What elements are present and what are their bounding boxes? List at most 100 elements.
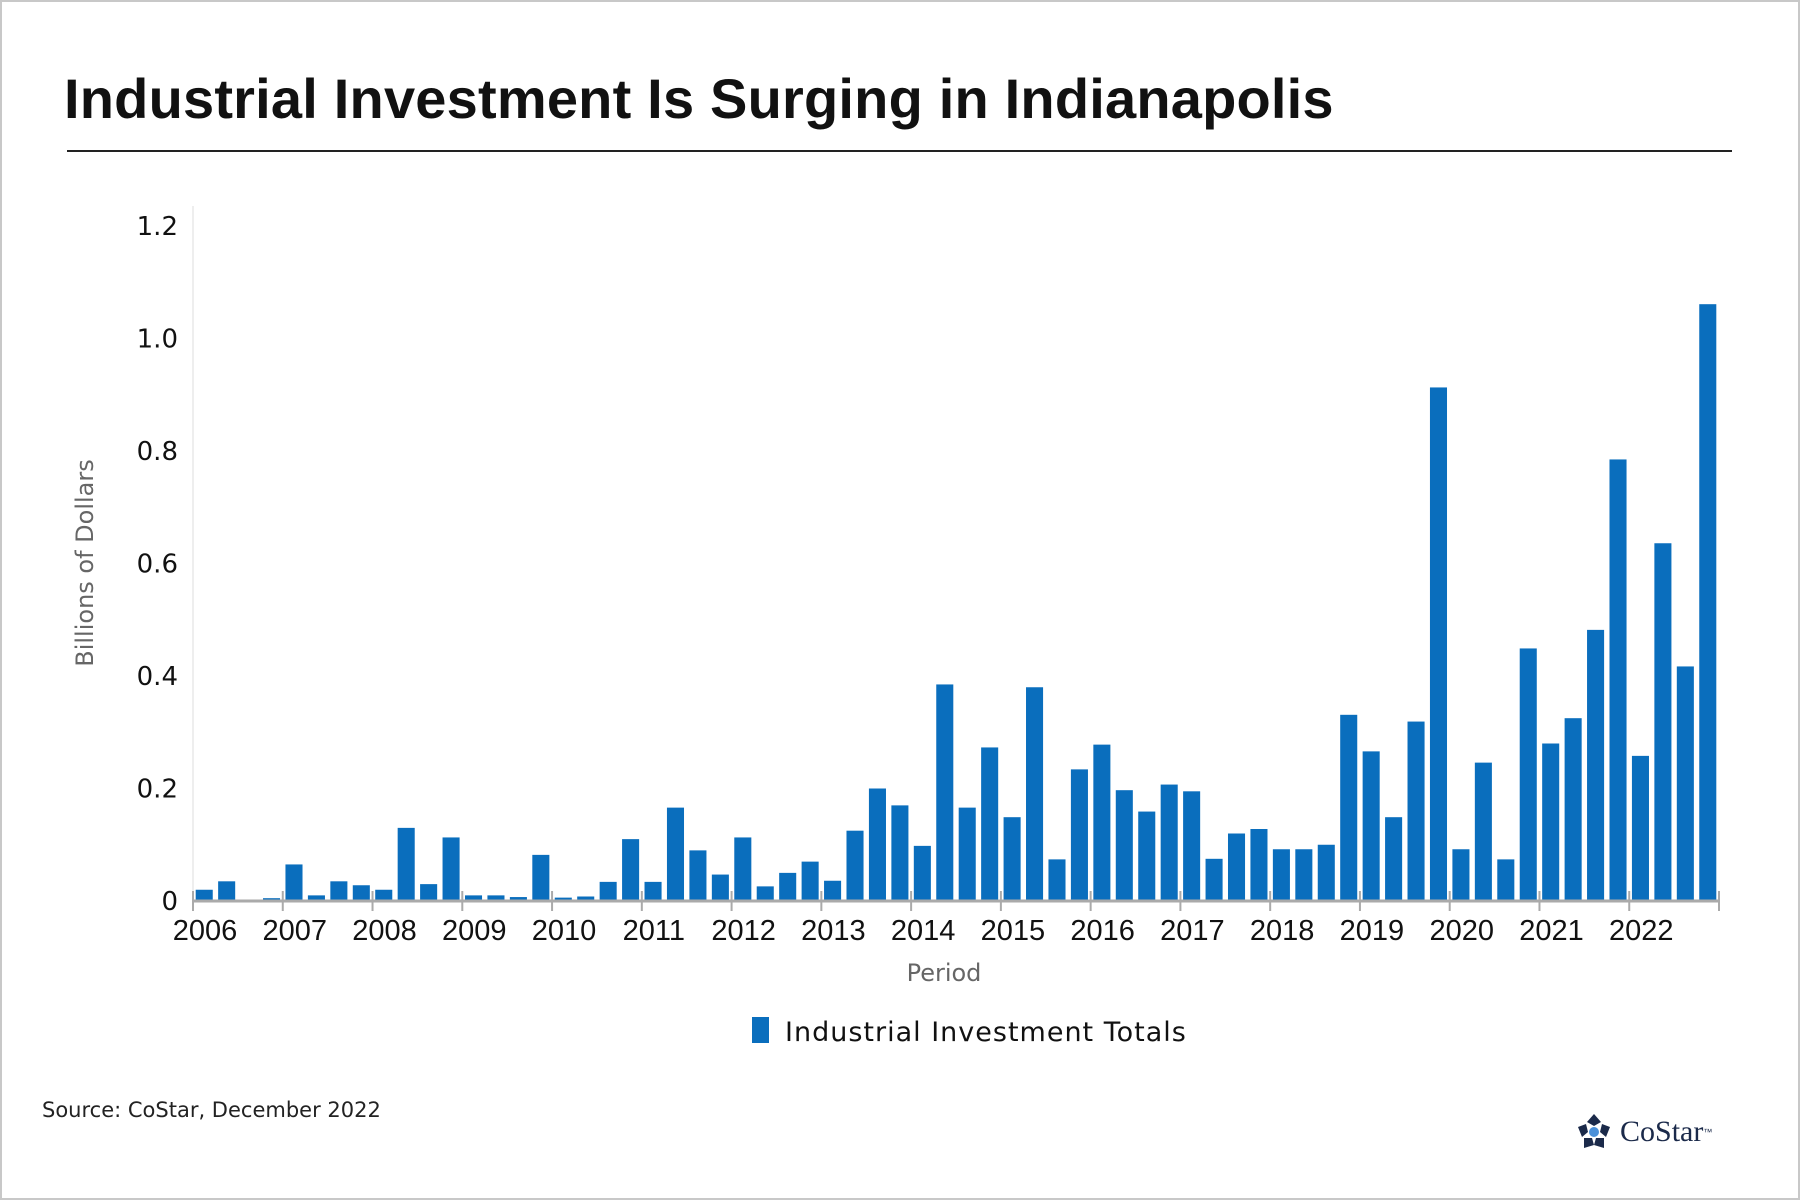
bar xyxy=(689,850,707,901)
bar xyxy=(1183,791,1201,901)
bar xyxy=(801,861,819,901)
legend-swatch xyxy=(752,1017,769,1043)
bar xyxy=(195,889,213,901)
bar xyxy=(1048,859,1066,901)
bar xyxy=(1026,687,1044,901)
bar xyxy=(1699,304,1717,901)
bar xyxy=(1609,459,1627,901)
bar xyxy=(936,684,954,901)
bar xyxy=(218,881,236,901)
bar xyxy=(509,897,527,901)
bar xyxy=(779,872,797,901)
x-tick-label: 2018 xyxy=(1250,915,1315,947)
bar xyxy=(375,889,393,901)
bar xyxy=(1362,751,1380,901)
bar xyxy=(1564,718,1582,901)
bar xyxy=(734,837,752,901)
bar xyxy=(1317,844,1335,901)
bar xyxy=(1497,859,1515,901)
bar xyxy=(846,830,864,901)
bar xyxy=(554,897,572,901)
x-tick-label: 2021 xyxy=(1519,915,1584,947)
bar xyxy=(1138,811,1156,901)
costar-star-logo-icon xyxy=(1578,1114,1610,1148)
y-tick-label: 0 xyxy=(161,887,178,917)
y-tick-label: 0.6 xyxy=(137,550,178,580)
bar xyxy=(1272,849,1290,901)
x-axis-label: Period xyxy=(907,959,982,987)
y-tick-label: 0.2 xyxy=(137,775,178,805)
legend-label: Industrial Investment Totals xyxy=(785,1017,1187,1048)
bar xyxy=(1003,817,1021,901)
y-axis-label: Billions of Dollars xyxy=(71,459,99,667)
y-tick-label: 1.0 xyxy=(137,325,178,355)
x-tick-label: 2011 xyxy=(623,915,685,947)
bar xyxy=(644,881,662,901)
x-tick-label: 2007 xyxy=(263,915,328,947)
bar xyxy=(1631,755,1649,901)
bar xyxy=(1519,648,1537,901)
y-tick-label: 0.4 xyxy=(137,662,178,692)
bar xyxy=(420,884,438,901)
bar xyxy=(397,827,415,901)
bar xyxy=(577,896,595,901)
x-tick-label: 2022 xyxy=(1609,915,1674,947)
x-tick-label: 2009 xyxy=(442,915,507,947)
y-tick-label: 1.2 xyxy=(137,212,178,242)
bar xyxy=(442,837,460,901)
bar xyxy=(1654,543,1672,901)
x-tick-label: 2013 xyxy=(801,915,866,947)
logo-text: CoStar xyxy=(1620,1115,1704,1148)
bar xyxy=(307,895,325,901)
bar xyxy=(958,807,976,901)
y-tick-label: 0.8 xyxy=(137,437,178,467)
title-divider xyxy=(67,150,1732,152)
bar xyxy=(1474,762,1492,901)
bar xyxy=(487,895,505,901)
bar xyxy=(1452,849,1470,901)
bar xyxy=(599,881,617,901)
bar xyxy=(1227,833,1246,901)
chart-title: Industrial Investment Is Surging in Indi… xyxy=(64,67,1334,130)
bar xyxy=(1070,769,1088,901)
bar xyxy=(913,845,931,901)
bar xyxy=(464,895,483,901)
x-tick-label: 2012 xyxy=(711,915,776,947)
bar xyxy=(1429,387,1448,901)
source-note: Source: CoStar, December 2022 xyxy=(42,1098,381,1122)
bar xyxy=(330,881,348,901)
x-tick-label: 2014 xyxy=(891,915,956,947)
bar xyxy=(1205,858,1223,901)
bar xyxy=(352,885,370,901)
bar xyxy=(666,807,685,901)
bar xyxy=(711,874,729,901)
bar xyxy=(824,880,842,901)
x-tick-label: 2020 xyxy=(1429,915,1494,947)
bar xyxy=(1676,666,1694,901)
bar xyxy=(756,886,774,901)
bar xyxy=(981,747,999,901)
costar-logo: CoStar ™ xyxy=(1574,1112,1712,1152)
bar xyxy=(1250,829,1268,901)
bar xyxy=(1542,743,1560,901)
x-tick-label: 2016 xyxy=(1070,915,1135,947)
x-tick-label: 2019 xyxy=(1340,915,1405,947)
bar xyxy=(1407,721,1425,901)
bar xyxy=(532,854,550,901)
bar xyxy=(1093,744,1111,901)
x-tick-label: 2008 xyxy=(352,915,417,947)
x-tick-label: 2017 xyxy=(1160,915,1225,947)
bar xyxy=(1340,714,1358,901)
bar xyxy=(1295,849,1313,901)
logo-trademark: ™ xyxy=(1703,1127,1713,1137)
bar xyxy=(1160,784,1178,901)
bar xyxy=(285,864,303,901)
bar xyxy=(1587,629,1605,901)
x-tick-label: 2010 xyxy=(532,915,597,947)
x-tick-label: 2006 xyxy=(173,915,238,947)
bar xyxy=(1385,817,1403,901)
bar xyxy=(622,839,640,901)
bar xyxy=(891,805,909,901)
